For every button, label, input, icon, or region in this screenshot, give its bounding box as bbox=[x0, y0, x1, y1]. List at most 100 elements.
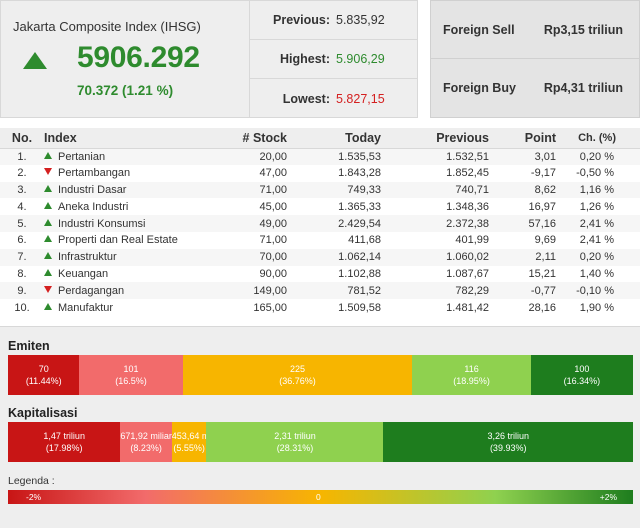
table-row[interactable]: 9. Perdagangan 149,00 781,52 782,29 -0,77 -0,1… bbox=[0, 282, 640, 300]
emiten-segment[interactable]: 100 (16.34%) bbox=[530, 355, 633, 395]
segment-value: 116 bbox=[464, 364, 479, 374]
kapitalisasi-segment[interactable]: 1,47 triliun (17.98%) bbox=[8, 422, 121, 462]
row-index: Industri Dasar bbox=[44, 181, 189, 199]
legend-min-label: -2% bbox=[26, 492, 42, 502]
col-header-previous: Previous bbox=[383, 128, 491, 149]
row-change: 0,20 % bbox=[558, 148, 640, 165]
row-change: 1,26 % bbox=[558, 198, 640, 216]
kapitalisasi-segment[interactable]: 2,31 triliun (28.31%) bbox=[206, 422, 384, 462]
row-stock: 165,00 bbox=[189, 299, 289, 316]
row-index: Manufaktur bbox=[44, 299, 189, 316]
kapitalisasi-segment[interactable]: 453,64 miliar (5.55%) bbox=[171, 422, 207, 462]
triangle-up-icon bbox=[44, 268, 52, 276]
triangle-up-icon bbox=[44, 184, 52, 192]
row-index: Perdagangan bbox=[44, 282, 189, 300]
triangle-up-icon bbox=[44, 302, 52, 310]
stat-label: Lowest: bbox=[282, 91, 330, 106]
row-today: 411,68 bbox=[289, 231, 383, 249]
composite-index-panel: Jakarta Composite Index (IHSG) 5906.292 … bbox=[0, 0, 250, 118]
row-point: 15,21 bbox=[491, 265, 558, 283]
row-point: 9,69 bbox=[491, 231, 558, 249]
row-today: 781,52 bbox=[289, 282, 383, 300]
stat-label: Previous: bbox=[273, 13, 330, 27]
row-today: 1.365,33 bbox=[289, 198, 383, 216]
row-previous: 1.060,02 bbox=[383, 248, 491, 266]
stat-lowest: Lowest: 5.827,15 bbox=[250, 79, 418, 118]
row-today: 1.062,14 bbox=[289, 248, 383, 266]
row-index-name: Perdagangan bbox=[58, 284, 125, 297]
row-number: 4. bbox=[0, 198, 44, 216]
row-today: 1.843,28 bbox=[289, 164, 383, 182]
row-point: 16,97 bbox=[491, 198, 558, 216]
foreign-buy-label: Foreign Buy bbox=[443, 81, 516, 95]
triangle-down-icon bbox=[44, 168, 52, 176]
col-header-index: Index bbox=[44, 128, 189, 149]
col-header-today: Today bbox=[289, 128, 383, 149]
kapitalisasi-segment[interactable]: 671,92 miliar (8.23%) bbox=[120, 422, 172, 462]
stat-value: 5.906,29 bbox=[336, 52, 385, 66]
table-row[interactable]: 1. Pertanian 20,00 1.535,53 1.532,51 3,01 0,20… bbox=[0, 148, 640, 165]
table-row[interactable]: 6. Properti dan Real Estate 71,00 411,68 401… bbox=[0, 231, 640, 249]
row-change: 1,90 % bbox=[558, 299, 640, 316]
emiten-title: Emiten bbox=[8, 339, 50, 353]
emiten-bar: 70 (11.44%) 101 (16.5%) 225 (36.76%) 116 (18.95… bbox=[8, 355, 633, 395]
row-stock: 149,00 bbox=[189, 282, 289, 300]
segment-percent: (16.34%) bbox=[563, 376, 601, 386]
row-number: 6. bbox=[0, 231, 44, 249]
row-previous: 740,71 bbox=[383, 181, 491, 199]
row-point: 8,62 bbox=[491, 181, 558, 199]
emiten-segment[interactable]: 70 (11.44%) bbox=[8, 355, 80, 395]
segment-percent: (16.5%) bbox=[115, 376, 147, 386]
row-today: 749,33 bbox=[289, 181, 383, 199]
stat-label: Highest: bbox=[280, 52, 330, 66]
table-row[interactable]: 3. Industri Dasar 71,00 749,33 740,71 8,62 1,1… bbox=[0, 181, 640, 199]
triangle-up-icon bbox=[44, 235, 52, 243]
triangle-down-icon bbox=[44, 285, 52, 293]
segment-value: 70 bbox=[38, 364, 49, 374]
legend-mid-label: 0 bbox=[316, 492, 321, 502]
segment-value: 100 bbox=[574, 364, 590, 374]
row-number: 3. bbox=[0, 181, 44, 199]
table-row[interactable]: 7. Infrastruktur 70,00 1.062,14 1.060,02 2,11… bbox=[0, 248, 640, 266]
row-index-name: Industri Dasar bbox=[58, 183, 127, 196]
kapitalisasi-bar: 1,47 triliun (17.98%) 671,92 miliar (8.23%)… bbox=[8, 422, 633, 462]
table-row[interactable]: 5. Industri Konsumsi 49,00 2.429,54 2.372,38… bbox=[0, 215, 640, 232]
row-point: -0,77 bbox=[491, 282, 558, 300]
row-point: 57,16 bbox=[491, 215, 558, 232]
foreign-sell-row: Foreign Sell Rp3,15 triliun bbox=[431, 1, 639, 59]
row-number: 10. bbox=[0, 299, 44, 316]
segment-value: 101 bbox=[123, 364, 139, 374]
row-change: -0,10 % bbox=[558, 282, 640, 300]
table-row[interactable]: 8. Keuangan 90,00 1.102,88 1.087,67 15,21 1,40… bbox=[0, 265, 640, 283]
col-header-no: No. bbox=[0, 128, 44, 149]
stat-highest: Highest: 5.906,29 bbox=[250, 40, 418, 79]
triangle-up-icon bbox=[23, 52, 47, 69]
table-body: 1. Pertanian 20,00 1.535,53 1.532,51 3,01 0,20… bbox=[0, 148, 640, 316]
segment-value: 2,31 triliun bbox=[274, 431, 316, 441]
legend-title: Legenda : bbox=[8, 475, 55, 487]
table-row[interactable]: 4. Aneka Industri 45,00 1.365,33 1.348,36 16,… bbox=[0, 198, 640, 216]
row-point: 2,11 bbox=[491, 248, 558, 266]
segment-percent: (18.95%) bbox=[453, 376, 490, 386]
row-index-name: Properti dan Real Estate bbox=[58, 234, 178, 247]
col-header-stock: # Stock bbox=[189, 128, 289, 149]
table-row[interactable]: 2. Pertambangan 47,00 1.843,28 1.852,45 -9,17… bbox=[0, 164, 640, 182]
index-stats-panel: Previous: 5.835,92 Highest: 5.906,29 Low… bbox=[250, 0, 418, 118]
emiten-segment[interactable]: 225 (36.76%) bbox=[182, 355, 413, 395]
row-point: 3,01 bbox=[491, 148, 558, 165]
row-previous: 401,99 bbox=[383, 231, 491, 249]
emiten-segment[interactable]: 101 (16.5%) bbox=[79, 355, 183, 395]
segment-value: 1,47 triliun bbox=[43, 431, 85, 441]
segment-percent: (39.93%) bbox=[489, 443, 527, 453]
foreign-sell-value: Rp3,15 triliun bbox=[543, 22, 623, 37]
kapitalisasi-segment[interactable]: 3,26 triliun (39.93%) bbox=[383, 422, 633, 462]
row-stock: 45,00 bbox=[189, 198, 289, 216]
emiten-segment[interactable]: 116 (18.95%) bbox=[412, 355, 531, 395]
foreign-buy-row: Foreign Buy Rp4,31 triliun bbox=[431, 59, 639, 117]
stat-value: 5.827,15 bbox=[336, 91, 385, 106]
table-row[interactable]: 10. Manufaktur 165,00 1.509,58 1.481,42 28,16… bbox=[0, 299, 640, 316]
row-previous: 1.532,51 bbox=[383, 148, 491, 165]
segment-value: 3,26 triliun bbox=[487, 431, 529, 441]
row-stock: 49,00 bbox=[189, 215, 289, 232]
row-previous: 1.348,36 bbox=[383, 198, 491, 216]
